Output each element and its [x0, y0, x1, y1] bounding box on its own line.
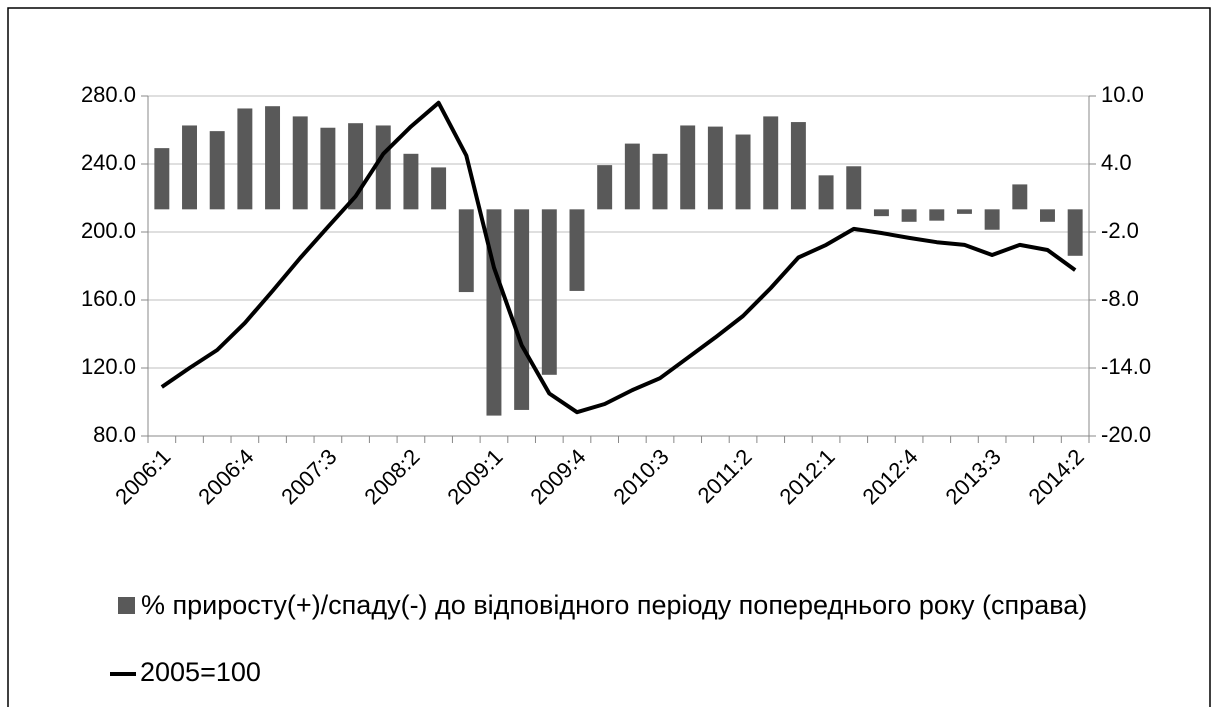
bar [431, 167, 447, 210]
bar [873, 209, 889, 217]
y-tick-label: 120.0 [81, 354, 136, 379]
x-tick-label: 2012:4 [857, 444, 922, 509]
y2-tick-label: -8.0 [1101, 286, 1139, 311]
y2-tick-label: 4.0 [1101, 150, 1132, 175]
bar [1067, 209, 1083, 256]
x-tick-label: 2011:2 [693, 444, 757, 508]
bar [735, 134, 751, 210]
x-tick-label: 2009:4 [525, 444, 590, 509]
y-tick-label: 80.0 [93, 422, 136, 447]
bar [320, 127, 336, 210]
legend-label: % приросту(+)/спаду(-) до відповідного п… [141, 590, 1088, 620]
x-tick-label: 2014:2 [1024, 444, 1089, 509]
legend-bar: % приросту(+)/спаду(-) до відповідного п… [118, 590, 1118, 620]
bar [375, 125, 391, 210]
bar [929, 209, 945, 221]
x-tick-label: 2009:1 [442, 444, 507, 509]
bar [403, 153, 419, 210]
y-tick-label: 280.0 [81, 82, 136, 107]
y2-tick-label: -14.0 [1101, 354, 1151, 379]
bar [1012, 184, 1028, 210]
bar [956, 209, 972, 214]
legend-swatch [118, 597, 135, 614]
frame [7, 7, 1211, 707]
x-tick-label: 2008:2 [359, 444, 424, 509]
bar [237, 108, 253, 210]
x-tick-label: 2013:3 [941, 444, 1006, 509]
bar [1040, 209, 1055, 222]
bar [209, 131, 225, 210]
y2-tick-label: -20.0 [1101, 422, 1151, 447]
x-tick-label: 2010:3 [608, 444, 673, 509]
bar [292, 116, 308, 210]
bar [569, 209, 585, 291]
bar [514, 209, 530, 410]
legend-line: 2005=100 [110, 657, 261, 687]
bar [790, 122, 806, 210]
bar [182, 125, 197, 210]
x-tick-label: 2012:1 [774, 444, 839, 509]
bar [818, 175, 834, 210]
bar [652, 153, 668, 210]
bar [597, 165, 613, 210]
bar [458, 209, 474, 293]
legend-label: 2005=100 [140, 657, 261, 687]
x-tick-label: 2006:1 [110, 444, 175, 509]
legend-swatch [110, 671, 136, 676]
y-tick-label: 240.0 [81, 150, 136, 175]
x-tick-label: 2006:4 [193, 444, 258, 509]
y2-tick-label: 10.0 [1101, 82, 1144, 107]
bar [154, 148, 170, 210]
bar [265, 106, 281, 210]
line [160, 100, 1077, 415]
bar [763, 116, 779, 210]
y2-tick-label: -2.0 [1101, 218, 1139, 243]
bar [984, 209, 1000, 230]
bar [624, 143, 640, 210]
y-tick-label: 200.0 [81, 218, 136, 243]
bar [846, 166, 862, 210]
bar [486, 209, 502, 416]
x-tick-label: 2007:3 [276, 444, 341, 509]
bar [541, 209, 557, 375]
y-tick-label: 160.0 [81, 286, 136, 311]
bar [680, 125, 696, 210]
bar [901, 209, 917, 222]
bar [707, 126, 723, 210]
